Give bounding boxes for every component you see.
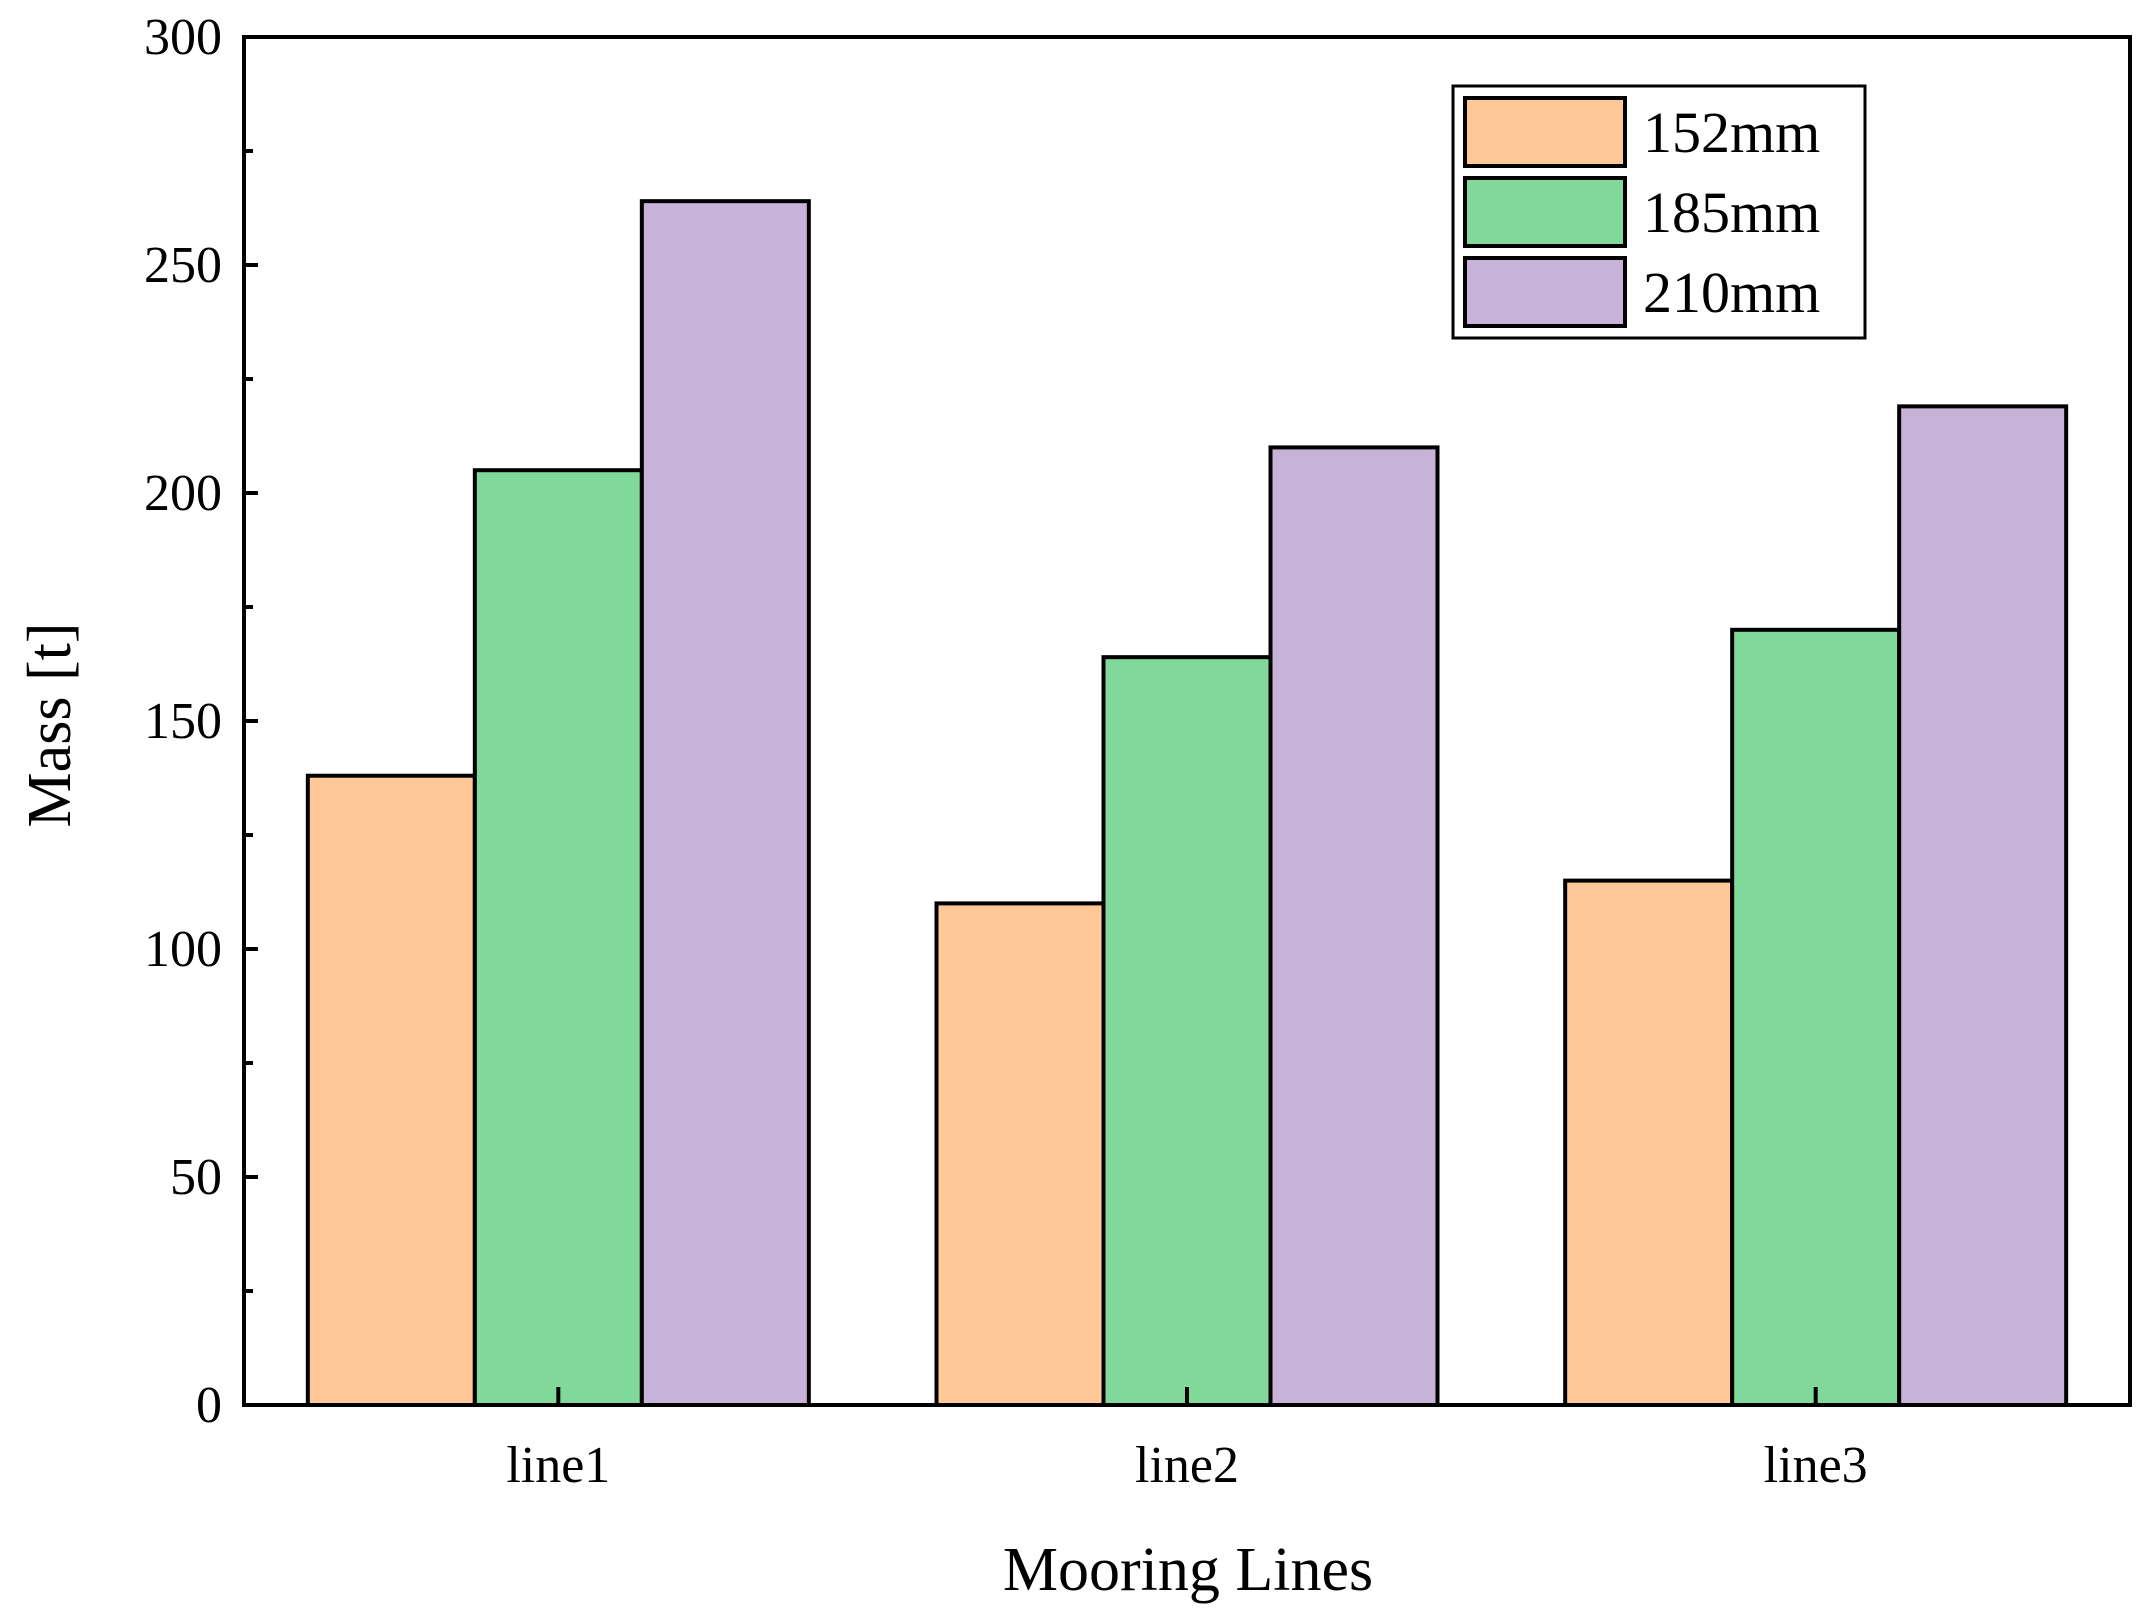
- bar-line1-185mm: [472, 468, 644, 1407]
- y-axis: 0 50 100 150 200 250 300: [144, 9, 258, 1434]
- y-tick-label: 300: [144, 9, 222, 66]
- y-axis-title: Mass [t]: [16, 623, 84, 828]
- x-tick-label-line3: line3: [1764, 1437, 1868, 1494]
- bar-line1-152mm: [305, 773, 477, 1407]
- y-tick-label: 0: [196, 1377, 222, 1434]
- bar-line3-152mm: [1563, 878, 1735, 1407]
- bar-line3-210mm: [1897, 404, 2069, 1407]
- y-tick-label: 150: [144, 693, 222, 750]
- bar-line2-185mm: [1101, 655, 1273, 1407]
- legend-swatch-210mm: [1463, 256, 1627, 328]
- bar-line2-210mm: [1268, 445, 1440, 1407]
- legend-swatch-152mm: [1463, 96, 1627, 168]
- legend-swatch-185mm: [1463, 176, 1627, 248]
- y-tick-label: 200: [144, 465, 222, 522]
- bar-line3-185mm: [1730, 627, 1902, 1407]
- y-tick-label: 250: [144, 237, 222, 294]
- y-tick-label: 100: [144, 921, 222, 978]
- x-tick-label-line1: line1: [506, 1437, 610, 1494]
- legend-label-185mm: 185mm: [1643, 180, 1820, 245]
- y-tick-label: 50: [170, 1149, 222, 1206]
- legend-label-210mm: 210mm: [1643, 260, 1820, 325]
- bars-layer: [305, 199, 2069, 1408]
- legend: 152mm 185mm 210mm: [1451, 84, 1867, 340]
- bar-line1-210mm: [639, 199, 811, 1407]
- legend-label-152mm: 152mm: [1643, 100, 1820, 165]
- x-tick-label-line2: line2: [1135, 1437, 1239, 1494]
- bar-line2-152mm: [934, 901, 1106, 1408]
- x-axis: line1 line2 line3: [506, 1387, 1868, 1494]
- x-axis-title: Mooring Lines: [1003, 1536, 1373, 1604]
